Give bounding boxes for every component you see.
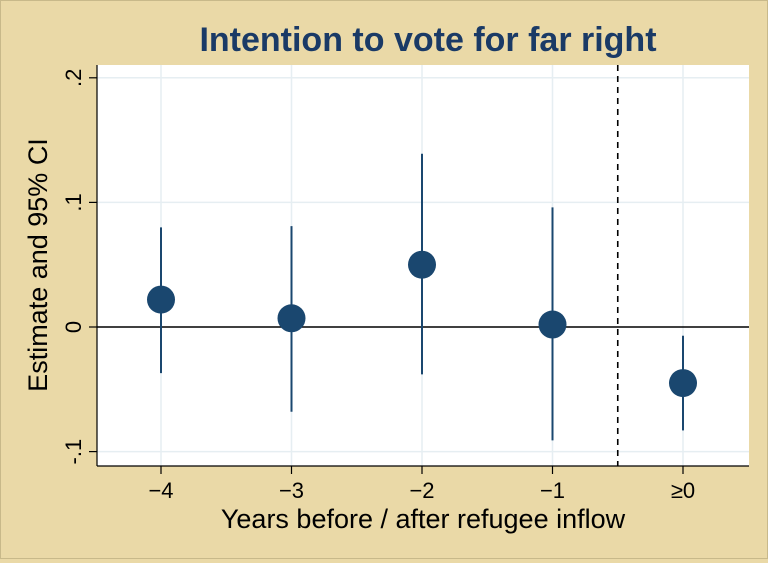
estimate-point bbox=[538, 310, 567, 339]
y-tick-label: 0 bbox=[61, 321, 86, 333]
y-tick-label: .2 bbox=[61, 69, 86, 87]
y-axis-label: Estimate and 95% CI bbox=[23, 138, 53, 392]
y-tick-label: .1 bbox=[61, 193, 86, 211]
estimate-point bbox=[669, 369, 697, 398]
estimate-point bbox=[277, 304, 306, 333]
x-axis-label: Years before / after refugee inflow bbox=[221, 504, 626, 534]
y-axis-ticks: -.1 0 .1 .2 bbox=[61, 69, 97, 465]
y-tick-label: -.1 bbox=[61, 439, 86, 465]
x-tick-label: −2 bbox=[409, 478, 434, 503]
x-tick-label: −3 bbox=[279, 478, 304, 503]
x-tick-label: ≥0 bbox=[671, 478, 695, 503]
x-tick-label: −4 bbox=[148, 478, 173, 503]
chart-title: Intention to vote for far right bbox=[199, 21, 656, 59]
x-tick-label: −1 bbox=[540, 478, 565, 503]
estimate-point bbox=[408, 250, 436, 279]
estimate-point bbox=[147, 285, 175, 314]
estimate-points bbox=[147, 250, 697, 398]
x-axis-ticks: −4 −3 −2 −1 ≥0 bbox=[148, 466, 695, 503]
